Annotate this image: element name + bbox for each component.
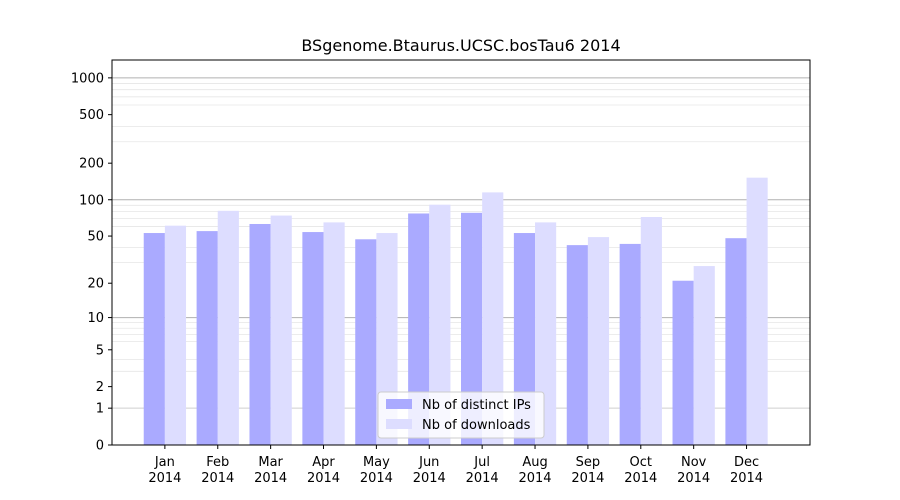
x-tick-label-month: Jan: [154, 455, 175, 470]
bar-downloads: [587, 237, 610, 445]
x-tick-label-month: Aug: [522, 455, 547, 470]
legend-swatch: [386, 399, 412, 409]
x-tick-label-year: 2014: [466, 471, 499, 486]
x-tick-label-month: Nov: [681, 455, 707, 470]
y-tick-label: 100: [79, 193, 104, 208]
x-tick-label-month: Sep: [576, 455, 601, 470]
bar-distinct-ips: [619, 243, 641, 445]
bar-downloads: [323, 222, 345, 445]
y-tick-label: 5: [96, 343, 104, 358]
y-tick-label: 10: [87, 311, 104, 326]
x-tick-label-year: 2014: [201, 471, 234, 486]
x-tick-label-month: May: [363, 455, 390, 470]
x-tick-label-month: Dec: [734, 455, 759, 470]
y-tick-label: 200: [79, 157, 104, 172]
x-tick-label-year: 2014: [571, 471, 604, 486]
x-tick-label-year: 2014: [254, 471, 287, 486]
bar-downloads: [270, 215, 292, 445]
bar-distinct-ips: [672, 280, 694, 445]
x-tick-label-month: Apr: [312, 455, 335, 470]
y-tick-label: 0: [96, 439, 104, 454]
x-tick-label-year: 2014: [518, 471, 551, 486]
legend: Nb of distinct IPs Nb of downloads: [377, 391, 545, 439]
bar-distinct-ips: [461, 212, 483, 445]
bar-distinct-ips: [143, 233, 165, 445]
x-tick-label-month: Feb: [206, 455, 229, 470]
x-tick-label-month: Jun: [418, 455, 439, 470]
bar-downloads: [217, 210, 239, 445]
legend-label: Nb of distinct IPs: [422, 398, 531, 413]
bar-downloads: [640, 217, 662, 445]
x-tick-label-month: Mar: [258, 455, 283, 470]
y-axis: 0 1 2 5 10 20 50 100 200 500 1000: [71, 71, 112, 454]
legend-label: Nb of downloads: [422, 418, 531, 433]
bar-distinct-ips: [302, 232, 324, 445]
y-tick-label: 2: [96, 380, 104, 395]
x-tick-label-month: Oct: [630, 455, 652, 470]
bar-downloads: [482, 192, 504, 445]
bar-distinct-ips: [725, 238, 747, 445]
bar-downloads: [535, 222, 557, 445]
bar-distinct-ips: [249, 223, 271, 445]
bar-distinct-ips: [196, 231, 218, 445]
x-tick-label-year: 2014: [413, 471, 446, 486]
bar-distinct-ips: [355, 239, 377, 445]
y-tick-label: 500: [79, 108, 104, 123]
x-tick-label-year: 2014: [624, 471, 657, 486]
bar-distinct-ips: [566, 245, 588, 445]
plot-frame: [111, 59, 811, 446]
y-tick-label: 50: [87, 230, 104, 245]
legend-swatch: [386, 419, 412, 429]
bar-downloads: [429, 204, 451, 445]
x-tick-label-year: 2014: [677, 471, 710, 486]
legend-box: [377, 391, 545, 439]
bar-downloads: [746, 177, 768, 446]
x-tick-label-month: Jul: [473, 455, 490, 470]
x-axis: Jan2014Feb2014Mar2014Apr2014May2014Jun20…: [148, 445, 763, 486]
x-tick-label-year: 2014: [730, 471, 763, 486]
x-tick-label-year: 2014: [307, 471, 340, 486]
y-tick-label: 1000: [71, 71, 104, 86]
x-tick-label-year: 2014: [148, 471, 181, 486]
bar-downloads: [693, 266, 715, 445]
x-tick-label-year: 2014: [360, 471, 393, 486]
bar-distinct-ips: [408, 213, 430, 445]
chart-title: BSgenome.Btaurus.UCSC.bosTau6 2014: [301, 36, 620, 55]
y-tick-label: 1: [96, 402, 104, 417]
bar-downloads: [164, 225, 187, 445]
y-tick-label: 20: [87, 277, 104, 292]
